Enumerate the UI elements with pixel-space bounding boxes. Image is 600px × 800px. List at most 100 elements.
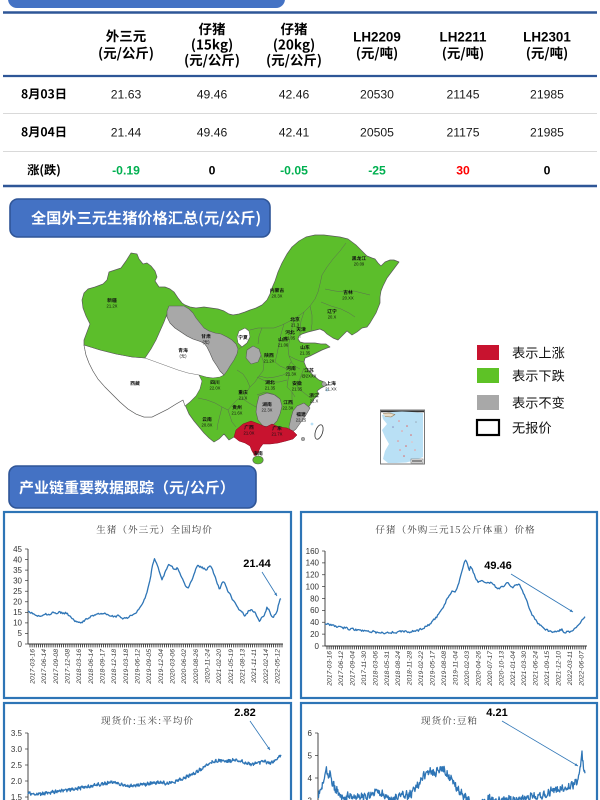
svg-text:22.X: 22.X: [310, 398, 319, 403]
svg-text:42.46: 42.46: [279, 87, 310, 101]
svg-text:140: 140: [306, 559, 320, 568]
svg-text:30: 30: [456, 163, 470, 177]
svg-text:2017-09-08: 2017-09-08: [53, 649, 60, 685]
svg-text:2018-03-16: 2018-03-16: [76, 649, 83, 685]
svg-text:20.09: 20.09: [354, 261, 365, 266]
svg-text:22.0X: 22.0X: [210, 385, 221, 390]
svg-text:21.3: 21.3: [291, 322, 300, 327]
svg-text:3.5: 3.5: [11, 729, 23, 738]
svg-text:4: 4: [308, 774, 313, 783]
svg-text:35: 35: [13, 566, 22, 575]
svg-text:21.3X: 21.3X: [286, 371, 297, 376]
svg-text:LH2301: LH2301: [523, 30, 571, 45]
svg-text:2019-12-04: 2019-12-04: [158, 649, 165, 685]
svg-text:2017-06-14: 2017-06-14: [41, 649, 48, 685]
svg-text:49.46: 49.46: [197, 125, 228, 139]
svg-text:(无): (无): [203, 339, 211, 345]
svg-text:15: 15: [13, 608, 22, 617]
svg-text:21.44: 21.44: [243, 558, 271, 570]
svg-text:21.XX: 21.XX: [325, 386, 337, 391]
svg-text:20: 20: [310, 630, 319, 639]
svg-text:5: 5: [308, 751, 313, 760]
svg-text:2020-04-26: 2020-04-26: [475, 651, 482, 687]
svg-text:22.3X: 22.3X: [262, 407, 273, 412]
svg-text:2021-11-11: 2021-11-11: [251, 649, 258, 684]
svg-text:2020-02-03: 2020-02-03: [464, 651, 471, 687]
svg-text:40: 40: [13, 555, 22, 564]
svg-text:2021-09-15: 2021-09-15: [544, 651, 551, 687]
svg-text:2021-08-13: 2021-08-13: [240, 649, 247, 685]
svg-text:2018-11-28: 2018-11-28: [407, 651, 414, 686]
svg-text:21.6X: 21.6X: [232, 410, 243, 415]
svg-text:25: 25: [13, 587, 22, 596]
svg-text:2017-03-16: 2017-03-16: [327, 651, 334, 687]
svg-text:4.21: 4.21: [486, 707, 507, 719]
svg-text:2021-06-24: 2021-06-24: [533, 651, 540, 687]
svg-text:2022-03-11: 2022-03-11: [567, 651, 574, 686]
svg-text:21985: 21985: [530, 125, 564, 139]
svg-text:21.0X: 21.0X: [244, 430, 255, 435]
svg-text:21.06: 21.06: [278, 342, 289, 347]
svg-text:2022-02-14: 2022-02-14: [263, 649, 270, 685]
svg-text:@2XXX: @2XXX: [302, 373, 317, 378]
svg-text:2020-10-13: 2020-10-13: [498, 651, 505, 687]
svg-text:160: 160: [306, 547, 320, 556]
svg-text:20: 20: [13, 598, 22, 607]
svg-text:2.82: 2.82: [234, 707, 255, 719]
svg-text:21.X: 21.X: [239, 395, 248, 400]
svg-text:2018-03-06: 2018-03-06: [372, 651, 379, 687]
svg-text:21.7X: 21.7X: [272, 431, 283, 436]
svg-text:100: 100: [306, 582, 320, 591]
svg-text:3: 3: [308, 796, 313, 800]
svg-text:80: 80: [310, 594, 319, 603]
svg-text:2018-06-14: 2018-06-14: [88, 649, 95, 685]
svg-text:21175: 21175: [447, 125, 480, 139]
svg-text:2022-06-07: 2022-06-07: [579, 651, 586, 687]
svg-text:2.0: 2.0: [11, 777, 23, 786]
svg-text:21.63: 21.63: [111, 87, 142, 101]
svg-text:2020-08-26: 2020-08-26: [193, 649, 200, 685]
svg-text:20.3X: 20.3X: [272, 293, 283, 298]
svg-text:2018-08-24: 2018-08-24: [395, 651, 402, 687]
svg-text:21.05: 21.05: [285, 335, 296, 340]
svg-text:2.5: 2.5: [11, 761, 23, 770]
svg-text:1.5: 1.5: [11, 793, 23, 800]
svg-text:5: 5: [18, 629, 23, 638]
svg-text:2017-03-16: 2017-03-16: [30, 649, 37, 685]
svg-text:2020-11-24: 2020-11-24: [205, 649, 212, 684]
svg-text:21.2X: 21.2X: [107, 303, 118, 308]
svg-text:21.35: 21.35: [300, 350, 311, 355]
svg-text:22.3X: 22.3X: [283, 405, 294, 410]
svg-text:2021-01-04: 2021-01-04: [510, 651, 517, 687]
svg-text:(无): (无): [180, 353, 188, 359]
svg-text:2019-06-12: 2019-06-12: [135, 649, 142, 685]
svg-text:21985: 21985: [530, 87, 564, 101]
svg-text:LH2211: LH2211: [440, 30, 487, 45]
svg-text:0: 0: [18, 640, 23, 649]
svg-text:2021-12-10: 2021-12-10: [556, 651, 563, 687]
svg-text:2017-12-08: 2017-12-08: [65, 649, 72, 685]
svg-text:0: 0: [209, 163, 216, 177]
svg-text:60: 60: [310, 606, 319, 615]
svg-text:20.8X: 20.8X: [202, 422, 213, 427]
svg-text:10: 10: [13, 619, 22, 628]
svg-text:21145: 21145: [447, 87, 480, 101]
svg-text:49.46: 49.46: [484, 560, 512, 572]
svg-text:2022-05-12: 2022-05-12: [275, 649, 282, 685]
svg-text:2019-09-05: 2019-09-05: [146, 649, 153, 685]
svg-text:2020-03-06: 2020-03-06: [170, 649, 177, 685]
svg-text:49.46: 49.46: [197, 87, 228, 101]
svg-text:30: 30: [13, 576, 22, 585]
svg-text:21.44: 21.44: [111, 125, 142, 139]
svg-text:2019-02-22: 2019-02-22: [418, 651, 425, 687]
svg-text:LH2209: LH2209: [353, 30, 401, 45]
svg-text:22.25: 22.25: [296, 417, 307, 422]
svg-text:21.2X: 21.2X: [264, 358, 275, 363]
svg-text:-0.19: -0.19: [112, 163, 140, 177]
svg-text:2018-05-31: 2018-05-31: [384, 651, 391, 687]
svg-text:2017-06-12: 2017-06-12: [338, 651, 345, 687]
svg-text:2021-03-30: 2021-03-30: [521, 651, 528, 687]
svg-text:0: 0: [315, 642, 320, 651]
svg-text:2019-03-18: 2019-03-18: [123, 649, 130, 685]
svg-text:21.35: 21.35: [265, 385, 276, 390]
